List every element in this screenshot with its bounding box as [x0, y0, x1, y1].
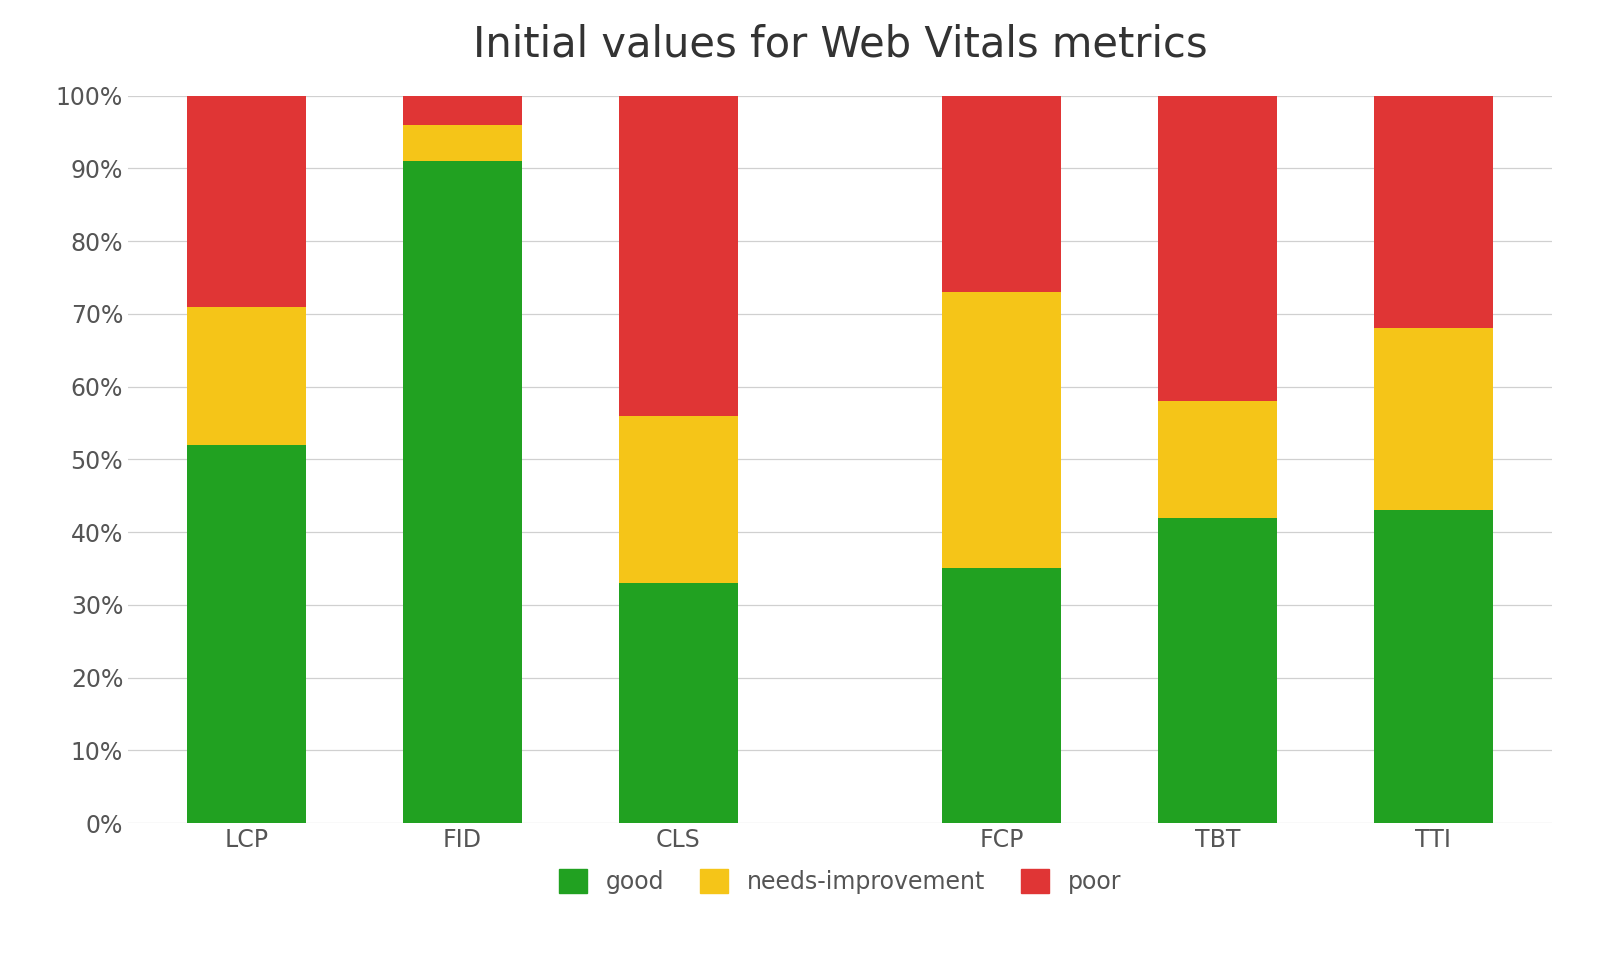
Bar — [1158, 96, 1277, 401]
Bar — [1158, 518, 1277, 823]
Bar — [187, 306, 306, 445]
Bar — [942, 96, 1061, 292]
Bar — [403, 96, 522, 124]
Bar — [1374, 328, 1493, 510]
Bar — [1158, 401, 1277, 518]
Bar — [1374, 96, 1493, 328]
Bar — [1374, 510, 1493, 823]
Bar — [619, 415, 738, 583]
Bar — [403, 161, 522, 823]
Bar — [187, 96, 306, 306]
Bar — [187, 445, 306, 823]
Bar — [403, 124, 522, 161]
Bar — [619, 583, 738, 823]
Title: Initial values for Web Vitals metrics: Initial values for Web Vitals metrics — [472, 24, 1208, 66]
Bar — [942, 568, 1061, 823]
Bar — [942, 292, 1061, 568]
Legend: good, needs-improvement, poor: good, needs-improvement, poor — [547, 857, 1133, 905]
Bar — [619, 96, 738, 415]
